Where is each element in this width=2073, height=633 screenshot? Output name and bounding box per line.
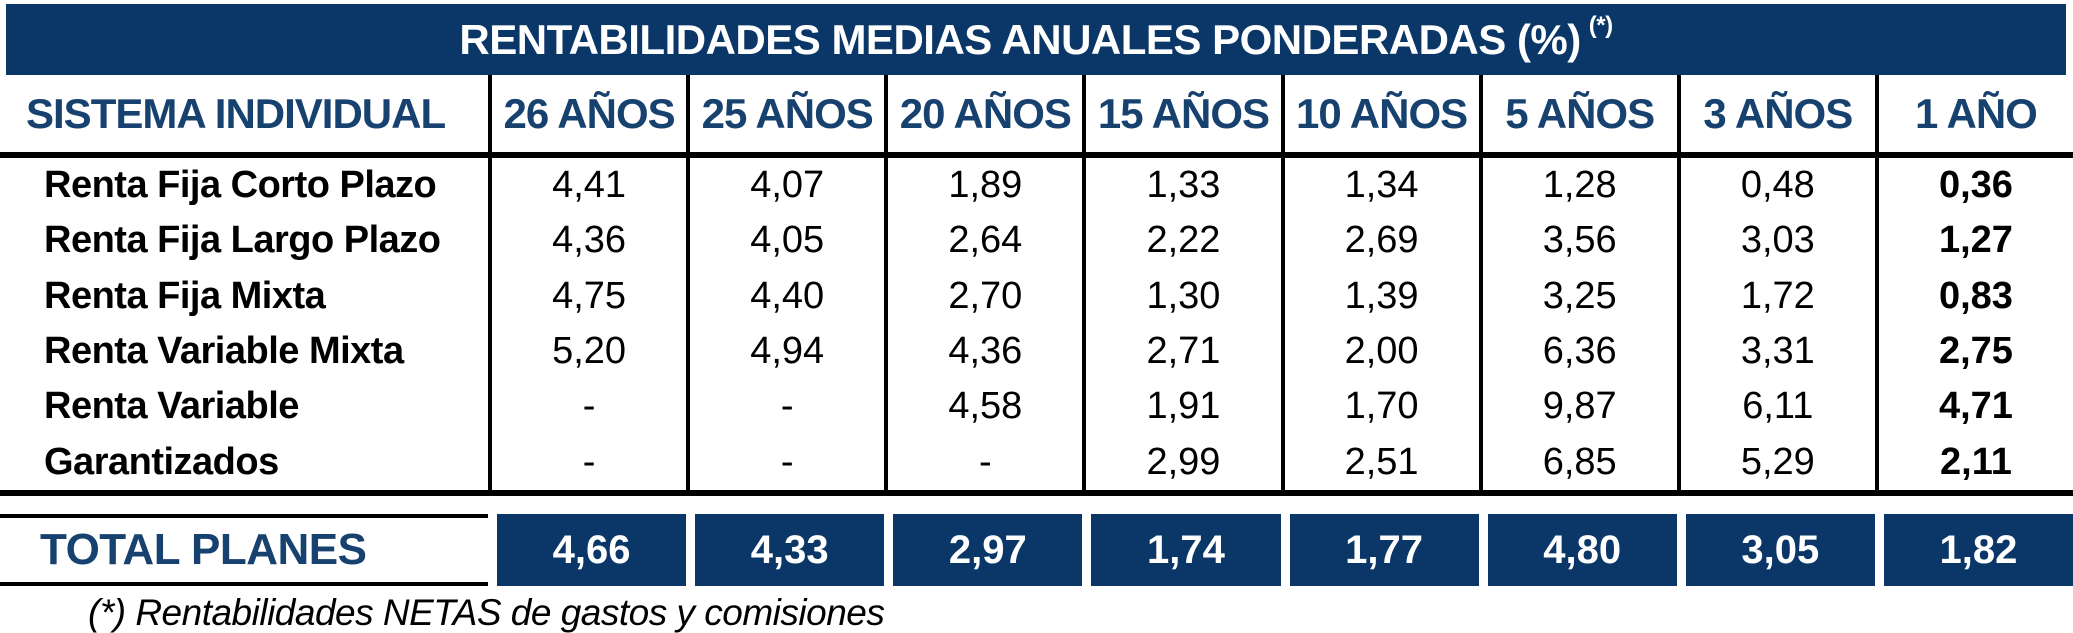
value-cell: 2,70: [884, 268, 1082, 324]
row-label: Renta Variable: [44, 385, 299, 428]
row-label: Renta Variable Mixta: [44, 330, 404, 373]
column-header-sistema-individual: SISTEMA INDIVIDUAL: [26, 89, 446, 137]
value-cell: 2,99: [1082, 434, 1280, 490]
value-cell: -: [686, 434, 884, 490]
value-cell: 4,71: [1874, 379, 2073, 435]
column-header-row: SISTEMA INDIVIDUAL 26 AÑOS 25 AÑOS 20 AÑ…: [0, 75, 2073, 152]
column-header-25-anos: 25 AÑOS: [686, 75, 884, 152]
value-cell: 9,87: [1478, 379, 1677, 435]
table-title: RENTABILIDADES MEDIAS ANUALES PONDERADAS…: [459, 15, 1581, 63]
table-footnote: (*) Rentabilidades NETAS de gastos y com…: [88, 592, 885, 633]
value-cell: 1,91: [1082, 379, 1280, 435]
total-row-label: TOTAL PLANES: [0, 514, 488, 586]
column-header-20-anos: 20 AÑOS: [884, 75, 1082, 152]
value-cell: 6,36: [1478, 323, 1677, 380]
table-row: Renta Variable - -4,58 1,91 1,70 9,87 6,11 4,71: [0, 379, 2073, 435]
value-cell: 1,28: [1478, 158, 1677, 214]
header-divider-rule: [0, 152, 2073, 158]
value-cell: 0,83: [1874, 268, 2073, 324]
value-cell: 1,33: [1082, 158, 1280, 214]
value-cell: 5,20: [488, 323, 686, 380]
column-header-1-ano: 1 AÑO: [1874, 75, 2073, 152]
value-cell: 2,22: [1082, 213, 1280, 269]
total-value-cell: 4,33: [695, 514, 885, 586]
value-cell: 2,69: [1280, 213, 1479, 269]
value-cell: 1,39: [1280, 268, 1479, 324]
value-cell: 6,85: [1478, 434, 1677, 490]
row-label: Garantizados: [44, 440, 279, 483]
value-cell: -: [884, 434, 1082, 490]
total-value-cell: 1,82: [1883, 514, 2073, 586]
value-cell: 3,31: [1676, 323, 1875, 380]
column-header-3-anos: 3 AÑOS: [1676, 75, 1875, 152]
column-header-15-anos: 15 AÑOS: [1082, 75, 1280, 152]
value-cell: 2,64: [884, 213, 1082, 269]
value-cell: 1,72: [1676, 268, 1875, 324]
value-cell: 1,30: [1082, 268, 1280, 324]
row-label: Renta Fija Mixta: [44, 274, 326, 317]
value-cell: 4,36: [488, 213, 686, 269]
table-row: Renta Fija Mixta 4,75 4,40 2,70 1,30 1,39 3,25…: [0, 268, 2073, 324]
total-value-cell: 4,66: [497, 514, 687, 586]
body-divider-rule: [0, 490, 2073, 496]
column-header-10-anos: 10 AÑOS: [1280, 75, 1479, 152]
value-cell: 0,48: [1676, 158, 1875, 214]
value-cell: -: [686, 379, 884, 435]
value-cell: 3,56: [1478, 213, 1677, 269]
value-cell: 4,36: [884, 323, 1082, 380]
table-row: Renta Variable Mixta 5,20 4,94 4,36 2,71 2,00…: [0, 323, 2073, 380]
value-cell: 4,40: [686, 268, 884, 324]
value-cell: 4,07: [686, 158, 884, 214]
total-value-cell: 1,77: [1289, 514, 1479, 586]
value-cell: 5,29: [1676, 434, 1875, 490]
total-value-cell: 4,80: [1487, 514, 1677, 586]
value-cell: -: [488, 379, 686, 435]
value-cell: 2,75: [1874, 323, 2073, 380]
value-cell: 3,03: [1676, 213, 1875, 269]
row-label: Renta Fija Corto Plazo: [44, 164, 437, 207]
value-cell: 4,41: [488, 158, 686, 214]
table-body: Renta Fija Corto Plazo 4,41 4,07 1,89 1,33 1,…: [0, 158, 2073, 490]
column-header-5-anos: 5 AÑOS: [1478, 75, 1677, 152]
value-cell: 4,05: [686, 213, 884, 269]
value-cell: 2,11: [1874, 434, 2073, 490]
value-cell: 2,00: [1280, 323, 1479, 380]
row-label: Renta Fija Largo Plazo: [44, 219, 441, 262]
value-cell: 1,34: [1280, 158, 1479, 214]
value-cell: 1,27: [1874, 213, 2073, 269]
total-row: TOTAL PLANES 4,66 4,33 2,97 1,74 1,77 4,…: [0, 514, 2073, 586]
value-cell: 4,58: [884, 379, 1082, 435]
value-cell: 0,36: [1874, 158, 2073, 214]
total-value-cell: 1,74: [1091, 514, 1281, 586]
table-row: Renta Fija Corto Plazo 4,41 4,07 1,89 1,33 1,…: [0, 158, 2073, 214]
column-header-26-anos: 26 AÑOS: [488, 75, 686, 152]
total-value-cell: 2,97: [893, 514, 1083, 586]
table-row: Garantizados - - -2,99 2,51 6,85 5,29 2,11: [0, 434, 2073, 490]
value-cell: 4,75: [488, 268, 686, 324]
total-value-cell: 3,05: [1685, 514, 1875, 586]
value-cell: 4,94: [686, 323, 884, 380]
value-cell: 6,11: [1676, 379, 1875, 435]
value-cell: 1,70: [1280, 379, 1479, 435]
value-cell: 1,89: [884, 158, 1082, 214]
title-footnote-marker: (*): [1588, 11, 1613, 39]
value-cell: 2,51: [1280, 434, 1479, 490]
table-title-bar: RENTABILIDADES MEDIAS ANUALES PONDERADAS…: [6, 4, 2066, 75]
value-cell: 2,71: [1082, 323, 1280, 380]
value-cell: -: [488, 434, 686, 490]
value-cell: 3,25: [1478, 268, 1677, 324]
table-row: Renta Fija Largo Plazo 4,36 4,05 2,64 2,22 2,…: [0, 213, 2073, 269]
